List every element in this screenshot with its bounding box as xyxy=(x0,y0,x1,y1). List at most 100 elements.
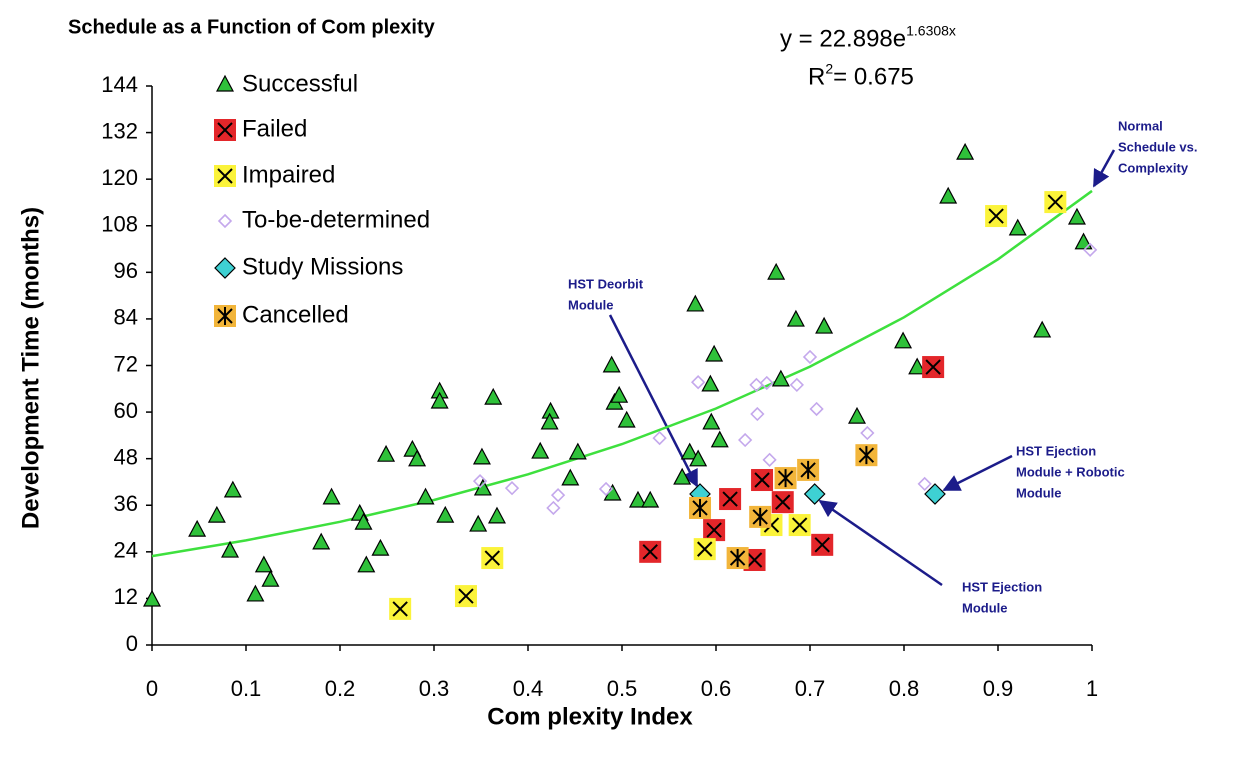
y-tick-label: 132 xyxy=(101,118,138,143)
point xyxy=(710,430,729,448)
point xyxy=(917,476,932,492)
point xyxy=(487,506,506,524)
point xyxy=(894,331,913,349)
point xyxy=(546,500,561,516)
equation-text: y = 22.898e xyxy=(780,25,906,52)
annotation: Module xyxy=(1016,485,1062,500)
cross xyxy=(484,550,500,566)
triangle xyxy=(472,447,491,465)
point xyxy=(956,142,975,160)
triangle xyxy=(436,505,455,523)
triangle xyxy=(686,294,705,312)
point xyxy=(246,584,265,602)
triangle xyxy=(908,357,927,375)
point xyxy=(673,467,692,485)
triangle xyxy=(939,186,958,204)
cross xyxy=(775,494,791,510)
arrow xyxy=(1092,149,1116,188)
triangle xyxy=(680,442,699,460)
point xyxy=(469,514,488,532)
legend-marker xyxy=(217,213,233,229)
triangle xyxy=(1008,218,1027,236)
point xyxy=(652,430,667,446)
cross xyxy=(754,472,770,488)
x-tick-label: 0.8 xyxy=(889,676,920,701)
triangle xyxy=(254,555,273,573)
point xyxy=(743,548,766,571)
cross xyxy=(729,549,746,568)
point xyxy=(985,205,1008,228)
point xyxy=(322,487,341,505)
equation-text: 1.6308x xyxy=(906,23,956,39)
point xyxy=(786,309,805,327)
y-tick-label: 12 xyxy=(114,584,138,609)
triangle xyxy=(815,316,834,334)
x-tick-label: 0.7 xyxy=(795,676,826,701)
triangle xyxy=(641,490,660,508)
point xyxy=(802,349,818,365)
y-tick-label: 120 xyxy=(101,165,138,190)
equation-text: R xyxy=(808,63,825,90)
point xyxy=(815,316,834,334)
legend-marker xyxy=(216,74,234,92)
y-tick-label: 108 xyxy=(101,212,138,237)
point xyxy=(762,452,777,467)
x-tick-label: 0.4 xyxy=(513,676,544,701)
point xyxy=(602,355,621,373)
point xyxy=(1074,232,1093,250)
legend-marker xyxy=(214,165,236,187)
triangle xyxy=(377,444,396,462)
cross xyxy=(746,552,763,568)
diamond xyxy=(504,481,520,496)
point xyxy=(922,356,945,379)
x-tick-label: 0.3 xyxy=(419,676,450,701)
equation-text: = 0.675 xyxy=(833,63,914,90)
point xyxy=(371,538,390,556)
x-tick-label: 0.2 xyxy=(325,676,356,701)
triangle xyxy=(371,538,390,556)
triangle xyxy=(246,584,265,602)
triangle xyxy=(531,441,550,459)
point xyxy=(430,391,449,409)
y-tick-label: 48 xyxy=(114,444,138,469)
point xyxy=(207,505,226,523)
point xyxy=(738,432,753,448)
annotation: Normal xyxy=(1118,118,1163,133)
triangle xyxy=(767,262,786,280)
x-tick-label: 0.1 xyxy=(231,676,262,701)
equation-text: 2 xyxy=(825,61,833,77)
y-tick-label: 96 xyxy=(114,258,138,283)
diamond xyxy=(803,483,826,505)
point xyxy=(377,444,396,462)
point xyxy=(472,474,488,489)
diamond xyxy=(550,488,566,503)
point xyxy=(603,483,622,501)
cross xyxy=(217,122,233,138)
triangle xyxy=(261,569,280,587)
triangle xyxy=(484,387,503,405)
legend-marker xyxy=(214,257,236,279)
triangle xyxy=(602,355,621,373)
arrow xyxy=(818,499,943,587)
point xyxy=(357,555,376,573)
triangle xyxy=(705,344,724,362)
point xyxy=(568,442,587,460)
triangle xyxy=(354,512,373,530)
triangle xyxy=(221,540,240,558)
cross xyxy=(697,541,713,557)
triangle xyxy=(956,142,975,160)
diamond xyxy=(691,375,706,390)
triangle xyxy=(312,532,331,550)
legend-label: To-be-determined xyxy=(242,206,430,233)
point xyxy=(312,532,331,550)
point xyxy=(693,538,716,561)
annotation: Module + Robotic xyxy=(1016,464,1125,479)
triangle xyxy=(216,74,234,92)
annotation: HST Ejection xyxy=(1016,443,1096,458)
triangle xyxy=(786,309,805,327)
point xyxy=(719,488,742,511)
point xyxy=(473,478,492,496)
point xyxy=(504,481,520,496)
triangle xyxy=(469,514,488,532)
x-tick-label: 0.9 xyxy=(983,676,1014,701)
